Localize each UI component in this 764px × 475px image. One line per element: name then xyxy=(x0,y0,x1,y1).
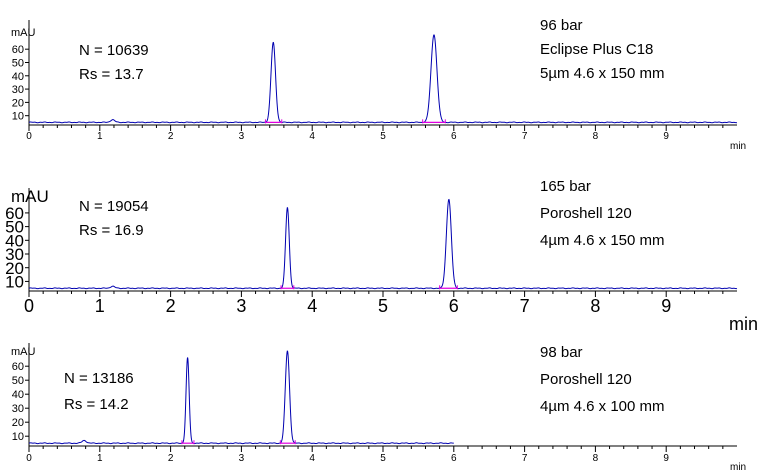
y-tick-label: 40 xyxy=(12,71,24,83)
x-tick-label: 6 xyxy=(451,453,457,464)
y-tick-label: 10 xyxy=(12,111,24,123)
x-tick-label: 9 xyxy=(663,453,669,464)
chromatogram-trace xyxy=(28,350,454,445)
x-tick-label: 9 xyxy=(663,131,669,142)
x-tick-label: 9 xyxy=(661,296,671,316)
x-tick-label: 3 xyxy=(239,453,245,464)
y-tick-label: 50 xyxy=(12,375,24,387)
x-tick-label: 5 xyxy=(380,453,386,464)
column-name-label: Eclipse Plus C18 xyxy=(540,41,653,58)
plate-count-label: N = 13186 xyxy=(64,370,134,387)
column-dimension-label: 4µm 4.6 x 150 mm xyxy=(540,232,665,249)
y-tick-label: 30 xyxy=(5,245,24,264)
pressure-label: 96 bar xyxy=(540,17,583,34)
y-tick-label: 40 xyxy=(12,389,24,401)
x-tick-label: 7 xyxy=(520,296,530,316)
x-tick-label: 4 xyxy=(307,296,317,316)
y-tick-label: 10 xyxy=(12,431,24,443)
x-tick-label: 8 xyxy=(593,453,599,464)
chromatogram-trace xyxy=(28,34,738,124)
x-tick-label: 0 xyxy=(26,453,32,464)
x-tick-label: 0 xyxy=(26,131,32,142)
pressure-label: 98 bar xyxy=(540,344,583,361)
plate-count-label: N = 19054 xyxy=(79,198,149,215)
x-tick-label: 0 xyxy=(24,296,34,316)
column-name-label: Poroshell 120 xyxy=(540,371,632,388)
y-tick-label: 20 xyxy=(12,417,24,429)
x-tick-label: 4 xyxy=(309,131,315,142)
y-tick-label: 30 xyxy=(12,403,24,415)
chromatogram-trace xyxy=(28,198,738,290)
y-tick-label: 60 xyxy=(5,204,24,223)
x-tick-label: 6 xyxy=(451,131,457,142)
x-tick-label: 8 xyxy=(590,296,600,316)
x-tick-label: 4 xyxy=(309,453,315,464)
plate-count-label: N = 10639 xyxy=(79,42,149,59)
y-tick-label: 50 xyxy=(5,218,24,237)
x-tick-label: 5 xyxy=(380,131,386,142)
y-tick-label: 20 xyxy=(12,97,24,109)
x-tick-label: 1 xyxy=(97,131,103,142)
pressure-label: 165 bar xyxy=(540,178,591,195)
x-tick-label: 1 xyxy=(97,453,103,464)
y-tick-label: 10 xyxy=(5,273,24,292)
y-axis-label: mAU xyxy=(11,346,36,358)
y-tick-label: 20 xyxy=(5,259,24,278)
x-tick-label: 2 xyxy=(168,131,174,142)
y-tick-label: 50 xyxy=(12,57,24,69)
column-name-label: Poroshell 120 xyxy=(540,205,632,222)
y-tick-label: 40 xyxy=(5,231,24,250)
x-unit-label: min xyxy=(730,141,746,152)
x-tick-label: 3 xyxy=(239,131,245,142)
y-tick-label: 60 xyxy=(12,44,24,56)
column-dimension-label: 4µm 4.6 x 100 mm xyxy=(540,398,665,415)
x-tick-label: 2 xyxy=(166,296,176,316)
chromatogram-panel-98-bar: 0 1 2 3 4 5 6 7 8 9 min 10 20 30 40 50 60 mAU N = 13186 Rs … xyxy=(11,343,746,473)
resolution-label: Rs = 14.2 xyxy=(64,396,129,413)
resolution-label: Rs = 13.7 xyxy=(79,66,144,83)
y-axis-label: mAU xyxy=(11,187,49,206)
resolution-label: Rs = 16.9 xyxy=(79,222,144,239)
y-tick-label: 60 xyxy=(12,361,24,373)
x-tick-label: 5 xyxy=(378,296,388,316)
y-axis-label: mAU xyxy=(11,27,36,39)
x-unit-label: min xyxy=(730,462,746,473)
x-tick-label: 7 xyxy=(522,131,528,142)
column-dimension-label: 5µm 4.6 x 150 mm xyxy=(540,65,665,82)
x-tick-label: 3 xyxy=(236,296,246,316)
x-tick-label: 8 xyxy=(593,131,599,142)
x-unit-label: min xyxy=(729,314,758,334)
x-tick-label: 2 xyxy=(168,453,174,464)
x-tick-label: 7 xyxy=(522,453,528,464)
x-tick-label: 1 xyxy=(95,296,105,316)
y-tick-label: 30 xyxy=(12,84,24,96)
x-tick-label: 6 xyxy=(449,296,459,316)
